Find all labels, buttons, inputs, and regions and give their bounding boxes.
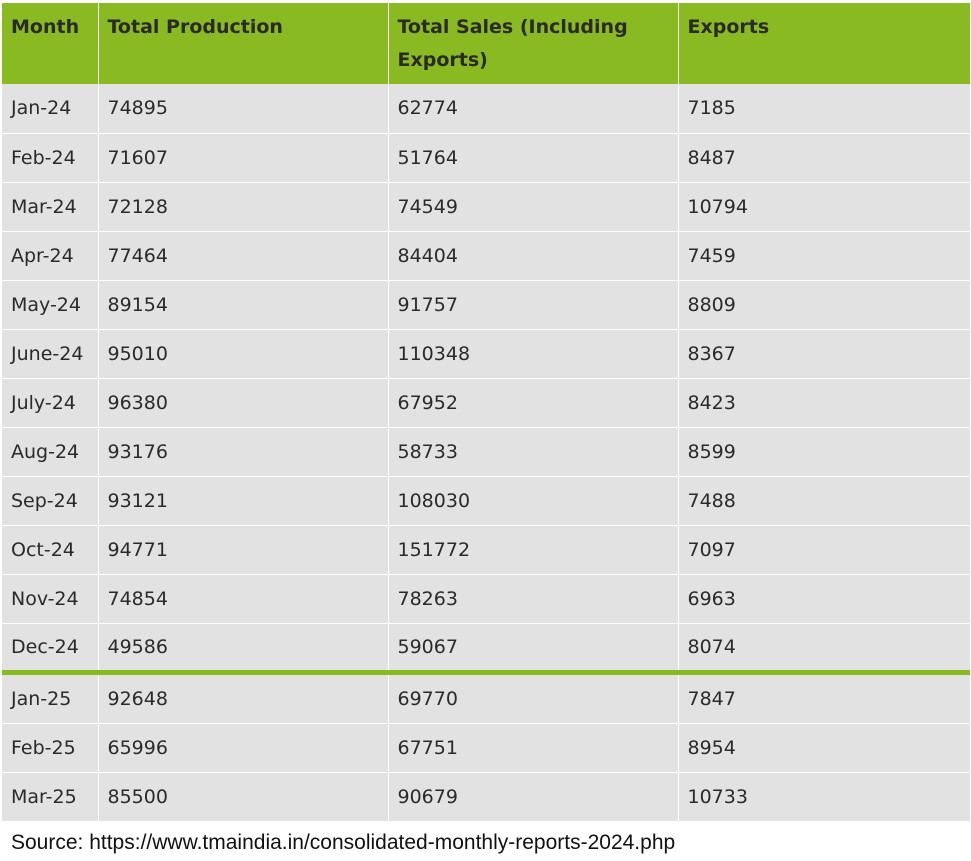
cell-total-production: 96380 — [98, 377, 389, 427]
cell-exports: 8809 — [678, 279, 970, 329]
cell-total-sales: 78263 — [388, 573, 679, 623]
cell-total-production: 89154 — [98, 279, 389, 329]
cell-month: Mar-25 — [2, 771, 99, 821]
cell-total-sales: 151772 — [388, 524, 679, 574]
cell-month: Aug-24 — [2, 426, 99, 476]
cell-total-production: 49586 — [98, 622, 389, 672]
cell-month: Jan-24 — [2, 84, 99, 133]
cell-month: Feb-25 — [2, 722, 99, 772]
cell-total-sales: 59067 — [388, 622, 679, 672]
cell-exports: 7847 — [678, 669, 970, 723]
cell-total-sales: 69770 — [388, 669, 679, 723]
table-row: Mar-24 72128 74549 10794 — [2, 181, 970, 231]
header-month: Month — [2, 3, 99, 84]
cell-total-production: 77464 — [98, 230, 389, 280]
cell-total-production: 93121 — [98, 475, 389, 525]
cell-month: Sep-24 — [2, 475, 99, 525]
cell-total-production: 94771 — [98, 524, 389, 574]
cell-total-production: 71607 — [98, 132, 389, 182]
cell-total-sales: 51764 — [388, 132, 679, 182]
cell-exports: 10794 — [678, 181, 970, 231]
cell-total-sales: 62774 — [388, 84, 679, 133]
cell-total-sales: 84404 — [388, 230, 679, 280]
cell-month: Apr-24 — [2, 230, 99, 280]
table-row: Dec-24 49586 59067 8074 — [2, 622, 970, 672]
cell-month: May-24 — [2, 279, 99, 329]
table-header: Month Total Production Total Sales (Incl… — [2, 3, 970, 84]
table-body-2025: Jan-25 92648 69770 7847 Feb-25 65996 67751 8954… — [2, 669, 970, 821]
header-exports: Exports — [687, 16, 770, 38]
cell-exports: 7097 — [678, 524, 970, 574]
table-row: Feb-25 65996 67751 8954 — [2, 722, 970, 772]
table-row: Jan-25 92648 69770 7847 — [2, 669, 970, 723]
cell-exports: 7185 — [687, 97, 736, 120]
table-row: Oct-24 94771 151772 7097 — [2, 524, 970, 574]
cell-total-production: 74854 — [98, 573, 389, 623]
cell-total-production: 72128 — [98, 181, 389, 231]
cell-month: Feb-24 — [2, 132, 99, 182]
cell-total-production: 74895 — [98, 84, 389, 133]
cell-total-production: 92648 — [98, 669, 389, 723]
cell-total-sales: 67751 — [388, 722, 679, 772]
cell-exports: 8074 — [678, 622, 970, 672]
cell-total-sales: 67952 — [388, 377, 679, 427]
cell-exports: 7459 — [678, 230, 970, 280]
source-citation: Source: https://www.tmaindia.in/consolid… — [11, 831, 676, 854]
cell-total-production: 93176 — [98, 426, 389, 476]
cell-exports: 8487 — [678, 132, 970, 182]
cell-exports: 8954 — [678, 722, 970, 772]
cell-total-sales: 90679 — [388, 771, 679, 821]
production-sales-table: Month Total Production Total Sales (Incl… — [2, 3, 970, 821]
table-row: Jan-24 74895 62774 7185 — [2, 84, 970, 133]
cell-exports: 6963 — [678, 573, 970, 623]
table-row: June-24 95010 110348 8367 — [2, 328, 970, 378]
cell-total-production: 95010 — [98, 328, 389, 378]
cell-month: Nov-24 — [2, 573, 99, 623]
table-row: Sep-24 93121 108030 7488 — [2, 475, 970, 525]
cell-exports: 8599 — [678, 426, 970, 476]
cell-total-production: 85500 — [98, 771, 389, 821]
cell-total-sales: 58733 — [388, 426, 679, 476]
header-total-production: Total Production — [98, 3, 389, 84]
cell-exports: 8367 — [678, 328, 970, 378]
cell-total-sales: 74549 — [388, 181, 679, 231]
table-body-2024: Jan-24 74895 62774 7185 Feb-24 71607 51764 8487… — [2, 84, 970, 672]
cell-month: Oct-24 — [2, 524, 99, 574]
cell-total-sales: 110348 — [388, 328, 679, 378]
table-row: May-24 89154 91757 8809 — [2, 279, 970, 329]
data-table-container: Month Total Production Total Sales (Incl… — [2, 3, 970, 821]
cell-total-sales: 108030 — [388, 475, 679, 525]
table-row: Nov-24 74854 78263 6963 — [2, 573, 970, 623]
cell-total-production: 65996 — [98, 722, 389, 772]
cell-exports: 8423 — [678, 377, 970, 427]
header-total-sales: Total Sales (Including Exports) — [388, 3, 679, 84]
cell-exports: 10733 — [678, 771, 970, 821]
cell-month: Jan-25 — [2, 669, 99, 723]
table-row: Apr-24 77464 84404 7459 — [2, 230, 970, 280]
cell-total-sales: 91757 — [388, 279, 679, 329]
cell-month: Dec-24 — [2, 622, 99, 672]
cell-month: July-24 — [2, 377, 99, 427]
cell-month: Mar-24 — [2, 181, 99, 231]
cell-month: June-24 — [2, 328, 99, 378]
table-row: July-24 96380 67952 8423 — [2, 377, 970, 427]
cell-exports: 7488 — [678, 475, 970, 525]
table-row: Mar-25 85500 90679 10733 — [2, 771, 970, 821]
table-row: Aug-24 93176 58733 8599 — [2, 426, 970, 476]
table-row: Feb-24 71607 51764 8487 — [2, 132, 970, 182]
header-row: Month Total Production Total Sales (Incl… — [2, 3, 970, 84]
